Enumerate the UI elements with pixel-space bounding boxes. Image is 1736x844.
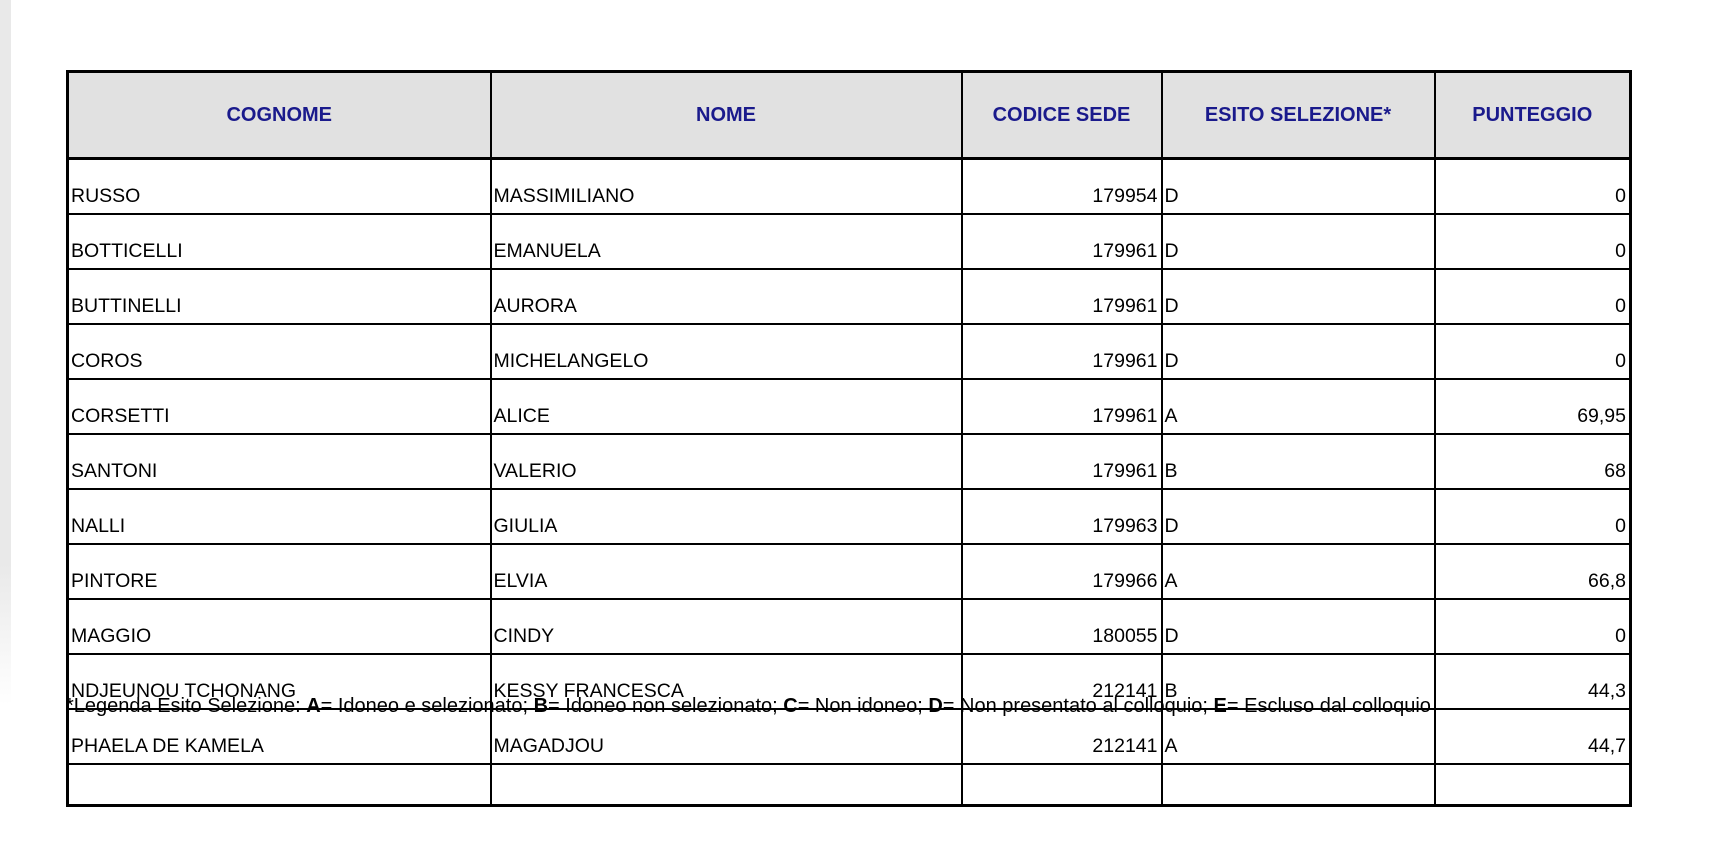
cell-punteggio: 69,95	[1433, 378, 1632, 435]
selection-results-table: COGNOME NOME CODICE SEDE ESITO SELEZIONE…	[66, 70, 1632, 807]
legend-text: *Legenda Esito Selezione:	[66, 695, 307, 717]
cell-punteggio: 0	[1433, 598, 1632, 655]
cell-punteggio: 44,3	[1433, 653, 1632, 710]
empty-cell	[1433, 763, 1632, 807]
cell-nome: ALICE	[489, 378, 963, 435]
cell-cognome: SANTONI	[66, 433, 492, 490]
table-row: BUTTINELLI AURORA 179961 D 0	[66, 268, 1632, 325]
legend-text: = Idoneo non selezionato;	[548, 695, 784, 717]
cell-cognome: BOTTICELLI	[66, 213, 492, 270]
legend-key-letter: A	[306, 695, 321, 717]
cell-nome: MAGADJOU	[489, 708, 963, 765]
cell-punteggio: 0	[1433, 213, 1632, 270]
cell-nome: MASSIMILIANO	[489, 157, 963, 215]
empty-cell	[960, 763, 1163, 807]
legend-text: = Idoneo e selezionato;	[320, 695, 534, 717]
column-header-punteggio: PUNTEGGIO	[1433, 70, 1632, 160]
table-row: MAGGIO CINDY 180055 D 0	[66, 598, 1632, 655]
cell-codice-sede: 212141	[960, 708, 1163, 765]
cell-cognome: RUSSO	[66, 157, 492, 215]
cell-codice-sede: 180055	[960, 598, 1163, 655]
cell-cognome: PHAELA DE KAMELA	[66, 708, 492, 765]
cell-punteggio: 66,8	[1433, 543, 1632, 600]
cell-codice-sede: 179966	[960, 543, 1163, 600]
legend-key-letter: E	[1213, 695, 1227, 717]
legend-text: = Non idoneo;	[797, 695, 929, 717]
column-header-codice-sede: CODICE SEDE	[960, 70, 1163, 160]
table-row: PHAELA DE KAMELA MAGADJOU 212141 A 44,7	[66, 708, 1632, 765]
cell-punteggio: 0	[1433, 488, 1632, 545]
cell-cognome: COROS	[66, 323, 492, 380]
table-row: SANTONI VALERIO 179961 B 68	[66, 433, 1632, 490]
cell-codice-sede: 212141	[960, 653, 1163, 710]
column-header-nome: NOME	[489, 70, 963, 160]
cell-codice-sede: 179954	[960, 157, 1163, 215]
cell-punteggio: 68	[1433, 433, 1632, 490]
legend-key-letter: B	[533, 695, 549, 717]
column-header-cognome: COGNOME	[66, 70, 492, 160]
column-header-esito-selezione: ESITO SELEZIONE*	[1160, 70, 1436, 160]
cell-codice-sede: 179961	[960, 323, 1163, 380]
cell-codice-sede: 179961	[960, 268, 1163, 325]
cell-codice-sede: 179961	[960, 433, 1163, 490]
cell-nome: MICHELANGELO	[489, 323, 963, 380]
table-body: RUSSO MASSIMILIANO 179954 D 0 BOTTICELLI EMANU…	[66, 157, 1632, 765]
cell-nome: EMANUELA	[489, 213, 963, 270]
legend-text: = Non presentato al colloquio;	[942, 695, 1214, 717]
cell-cognome: BUTTINELLI	[66, 268, 492, 325]
cell-punteggio: 0	[1433, 268, 1632, 325]
cell-nome: VALERIO	[489, 433, 963, 490]
cell-cognome: PINTORE	[66, 543, 492, 600]
cell-cognome: NDJEUNOU TCHONANG	[66, 653, 492, 710]
page-edge-shadow	[0, 0, 11, 705]
cell-nome: AURORA	[489, 268, 963, 325]
cell-codice-sede: 179961	[960, 378, 1163, 435]
table-row: NALLI GIULIA 179963 D 0	[66, 488, 1632, 545]
cell-esito-selezione: D	[1160, 268, 1436, 325]
cell-esito-selezione: A	[1160, 708, 1436, 765]
cell-punteggio: 44,7	[1433, 708, 1632, 765]
legend-key-letter: C	[783, 695, 798, 717]
table-row: NDJEUNOU TCHONANG KESSY FRANCESCA 212141 B 4…	[66, 653, 1632, 710]
cell-esito-selezione: D	[1160, 213, 1436, 270]
cell-punteggio: 0	[1433, 157, 1632, 215]
table-header: COGNOME NOME CODICE SEDE ESITO SELEZIONE…	[66, 70, 1632, 160]
cell-codice-sede: 179961	[960, 213, 1163, 270]
cell-cognome: MAGGIO	[66, 598, 492, 655]
empty-row	[66, 763, 1632, 807]
cell-codice-sede: 179963	[960, 488, 1163, 545]
cell-esito-selezione: B	[1160, 653, 1436, 710]
empty-cell	[66, 763, 492, 807]
cell-cognome: NALLI	[66, 488, 492, 545]
cell-esito-selezione: D	[1160, 488, 1436, 545]
cell-esito-selezione: D	[1160, 323, 1436, 380]
table-row: CORSETTI ALICE 179961 A 69,95	[66, 378, 1632, 435]
cell-esito-selezione: B	[1160, 433, 1436, 490]
cell-nome: CINDY	[489, 598, 963, 655]
legend-key-letter: D	[928, 695, 943, 717]
empty-cell	[489, 763, 963, 807]
cell-esito-selezione: D	[1160, 157, 1436, 215]
cell-cognome: CORSETTI	[66, 378, 492, 435]
empty-cell	[1160, 763, 1436, 807]
table-row: COROS MICHELANGELO 179961 D 0	[66, 323, 1632, 380]
cell-nome: KESSY FRANCESCA	[489, 653, 963, 710]
table-footer	[66, 763, 1632, 807]
header-row: COGNOME NOME CODICE SEDE ESITO SELEZIONE…	[66, 70, 1632, 160]
table-row: BOTTICELLI EMANUELA 179961 D 0	[66, 213, 1632, 270]
legend-text: = Escluso dal colloquio	[1226, 695, 1431, 717]
cell-esito-selezione: D	[1160, 598, 1436, 655]
cell-punteggio: 0	[1433, 323, 1632, 380]
cell-esito-selezione: A	[1160, 378, 1436, 435]
cell-esito-selezione: A	[1160, 543, 1436, 600]
cell-nome: ELVIA	[489, 543, 963, 600]
cell-nome: GIULIA	[489, 488, 963, 545]
legend: *Legenda Esito Selezione: A= Idoneo e se…	[66, 694, 1431, 718]
table-row: PINTORE ELVIA 179966 A 66,8	[66, 543, 1632, 600]
table-row: RUSSO MASSIMILIANO 179954 D 0	[66, 157, 1632, 215]
